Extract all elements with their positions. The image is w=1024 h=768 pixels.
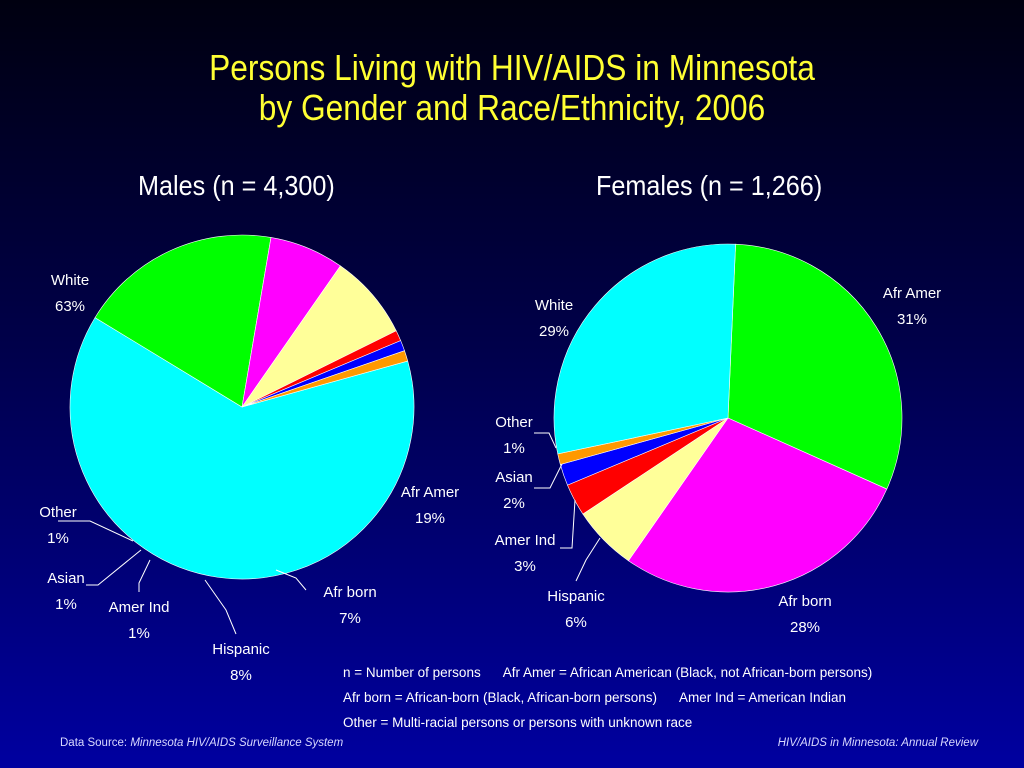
- slice-label-asian: Asian: [47, 570, 85, 587]
- slice-value-asian: 2%: [503, 495, 525, 512]
- slice-value-white: 63%: [55, 298, 85, 315]
- slice-white: [69, 317, 415, 580]
- pie-0: White 63% Afr Amer 19% Afr born 7% Hispanic 8% A…: [39, 234, 459, 684]
- slice-value-amer-ind: 1%: [128, 625, 150, 642]
- slice-label-white: White: [535, 297, 573, 314]
- leader-line-asian: [86, 549, 142, 586]
- title-line-2: by Gender and Race/Ethnicity, 2006: [258, 87, 766, 128]
- slice-label-afr-amer: Afr Amer: [883, 285, 941, 302]
- slice-label-hispanic: Hispanic: [547, 588, 605, 605]
- slice-value-hispanic: 8%: [230, 667, 252, 684]
- note-afr-amer: Afr Amer = African American (Black, not …: [502, 665, 873, 680]
- leader-line-asian: [534, 461, 564, 489]
- slice-label-afr-born: Afr born: [323, 584, 376, 601]
- title-line-1: Persons Living with HIV/AIDS in Minnesot…: [209, 47, 815, 88]
- legend-notes: n = Number of persons Afr Amer = African …: [343, 660, 872, 735]
- slice-label-afr-born: Afr born: [778, 593, 831, 610]
- slice-value-afr-born: 7%: [339, 610, 361, 627]
- leader-line-other: [58, 520, 134, 542]
- slice-label-hispanic: Hispanic: [212, 641, 270, 658]
- slice-value-asian: 1%: [55, 596, 77, 613]
- leader-line-hispanic: [575, 537, 601, 582]
- data-source: Data Source: Minnesota HIV/AIDS Surveill…: [60, 737, 343, 749]
- slice-value-hispanic: 6%: [565, 614, 587, 631]
- slice-white: [553, 243, 736, 455]
- slice-label-other: Other: [39, 504, 77, 521]
- footer-report-name: HIV/AIDS in Minnesota: Annual Review: [777, 737, 978, 749]
- page-title: Persons Living with HIV/AIDS in Minnesot…: [61, 48, 962, 128]
- slice-value-other: 1%: [47, 530, 69, 547]
- pie-1: Afr Amer 31% Afr born 28% Hispanic 6% Amer Ind…: [495, 243, 941, 636]
- data-source-name: Minnesota HIV/AIDS Surveillance System: [130, 737, 344, 749]
- males-chart-title: Males (n = 4,300): [138, 170, 335, 201]
- note-amer-ind: Amer Ind = American Indian: [679, 690, 846, 705]
- slice-value-afr-amer: 31%: [897, 311, 927, 328]
- slice-afr-born: [628, 417, 888, 593]
- slice-value-white: 29%: [539, 323, 569, 340]
- slice-label-amer-ind: Amer Ind: [109, 599, 170, 616]
- slice-label-asian: Asian: [495, 469, 533, 486]
- leader-line-afr-born: [275, 569, 307, 591]
- slice-value-afr-born: 28%: [790, 619, 820, 636]
- leader-line-other: [534, 432, 557, 449]
- leader-line-amer-ind: [138, 559, 151, 592]
- slice-value-amer-ind: 3%: [514, 558, 536, 575]
- note-other: Other = Multi-racial persons or persons …: [343, 715, 693, 730]
- leader-line-hispanic: [204, 579, 237, 635]
- note-n: n = Number of persons: [343, 665, 481, 680]
- slice-value-other: 1%: [503, 440, 525, 457]
- slice-afr-amer: [94, 234, 272, 408]
- females-chart-title: Females (n = 1,266): [596, 170, 823, 201]
- data-source-label: Data Source:: [60, 737, 128, 749]
- slice-label-afr-amer: Afr Amer: [401, 484, 459, 501]
- slice-afr-amer: [727, 243, 903, 490]
- slice-value-afr-amer: 19%: [415, 510, 445, 527]
- leader-line-amer-ind: [560, 499, 576, 549]
- slice-label-white: White: [51, 272, 89, 289]
- slice-label-amer-ind: Amer Ind: [495, 532, 556, 549]
- note-afr-born: Afr born = African-born (Black, African-…: [343, 690, 658, 705]
- slice-label-other: Other: [495, 414, 533, 431]
- slice-other: [241, 350, 409, 408]
